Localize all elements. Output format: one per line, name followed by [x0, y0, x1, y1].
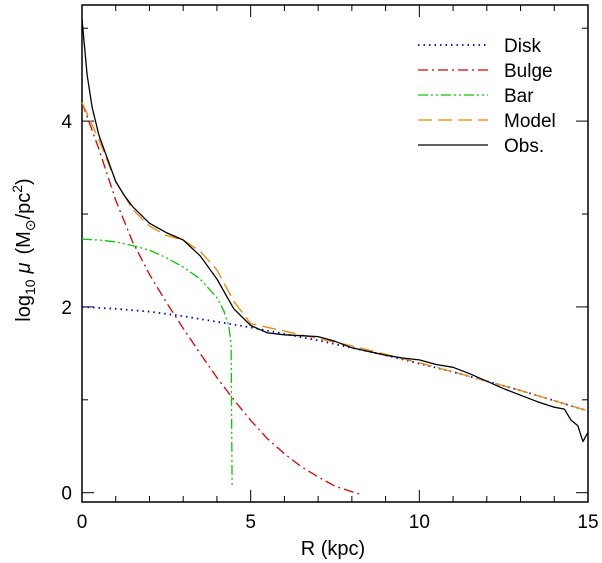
- y-label-sun: ⊙: [22, 219, 38, 231]
- series-line-bulge: [81, 102, 363, 496]
- series-line-model: [81, 102, 589, 412]
- legend-label: Bar: [504, 86, 534, 107]
- series-line-bar: [81, 238, 233, 486]
- x-axis-label: R (kpc): [301, 538, 365, 560]
- y-label-paren-open: (M: [13, 231, 35, 254]
- x-tick-label: 15: [577, 512, 598, 533]
- y-label-sup: 2: [9, 185, 25, 193]
- y-label-mu: μ: [13, 262, 35, 274]
- series-lines: [81, 18, 589, 496]
- series-line-obs: [81, 18, 589, 443]
- series-line-disk: [81, 306, 589, 412]
- y-label-unit: /pc: [13, 193, 35, 220]
- y-label-log: log: [13, 295, 35, 322]
- x-tick-label: 5: [245, 512, 256, 533]
- y-axis-label: log10 μ (M⊙/pc2): [9, 178, 38, 321]
- y-tick-label: 0: [61, 484, 72, 505]
- plot-frame: [81, 4, 589, 503]
- tick-labels: 0 5 10 15 0 2 4: [61, 112, 598, 533]
- y-label-paren-close: ): [13, 178, 35, 185]
- legend-label: Model: [504, 111, 556, 132]
- y-tick-label: 4: [61, 112, 72, 133]
- legend: Disk Bulge Bar Model Obs.: [418, 36, 556, 157]
- x-tick-label: 10: [409, 512, 430, 533]
- legend-label: Bulge: [504, 61, 553, 82]
- legend-label: Obs.: [504, 136, 544, 157]
- y-tick-label: 2: [61, 298, 72, 319]
- y-label-sub: 10: [22, 279, 38, 295]
- x-tick-label: 0: [77, 512, 88, 533]
- legend-label: Disk: [504, 36, 541, 57]
